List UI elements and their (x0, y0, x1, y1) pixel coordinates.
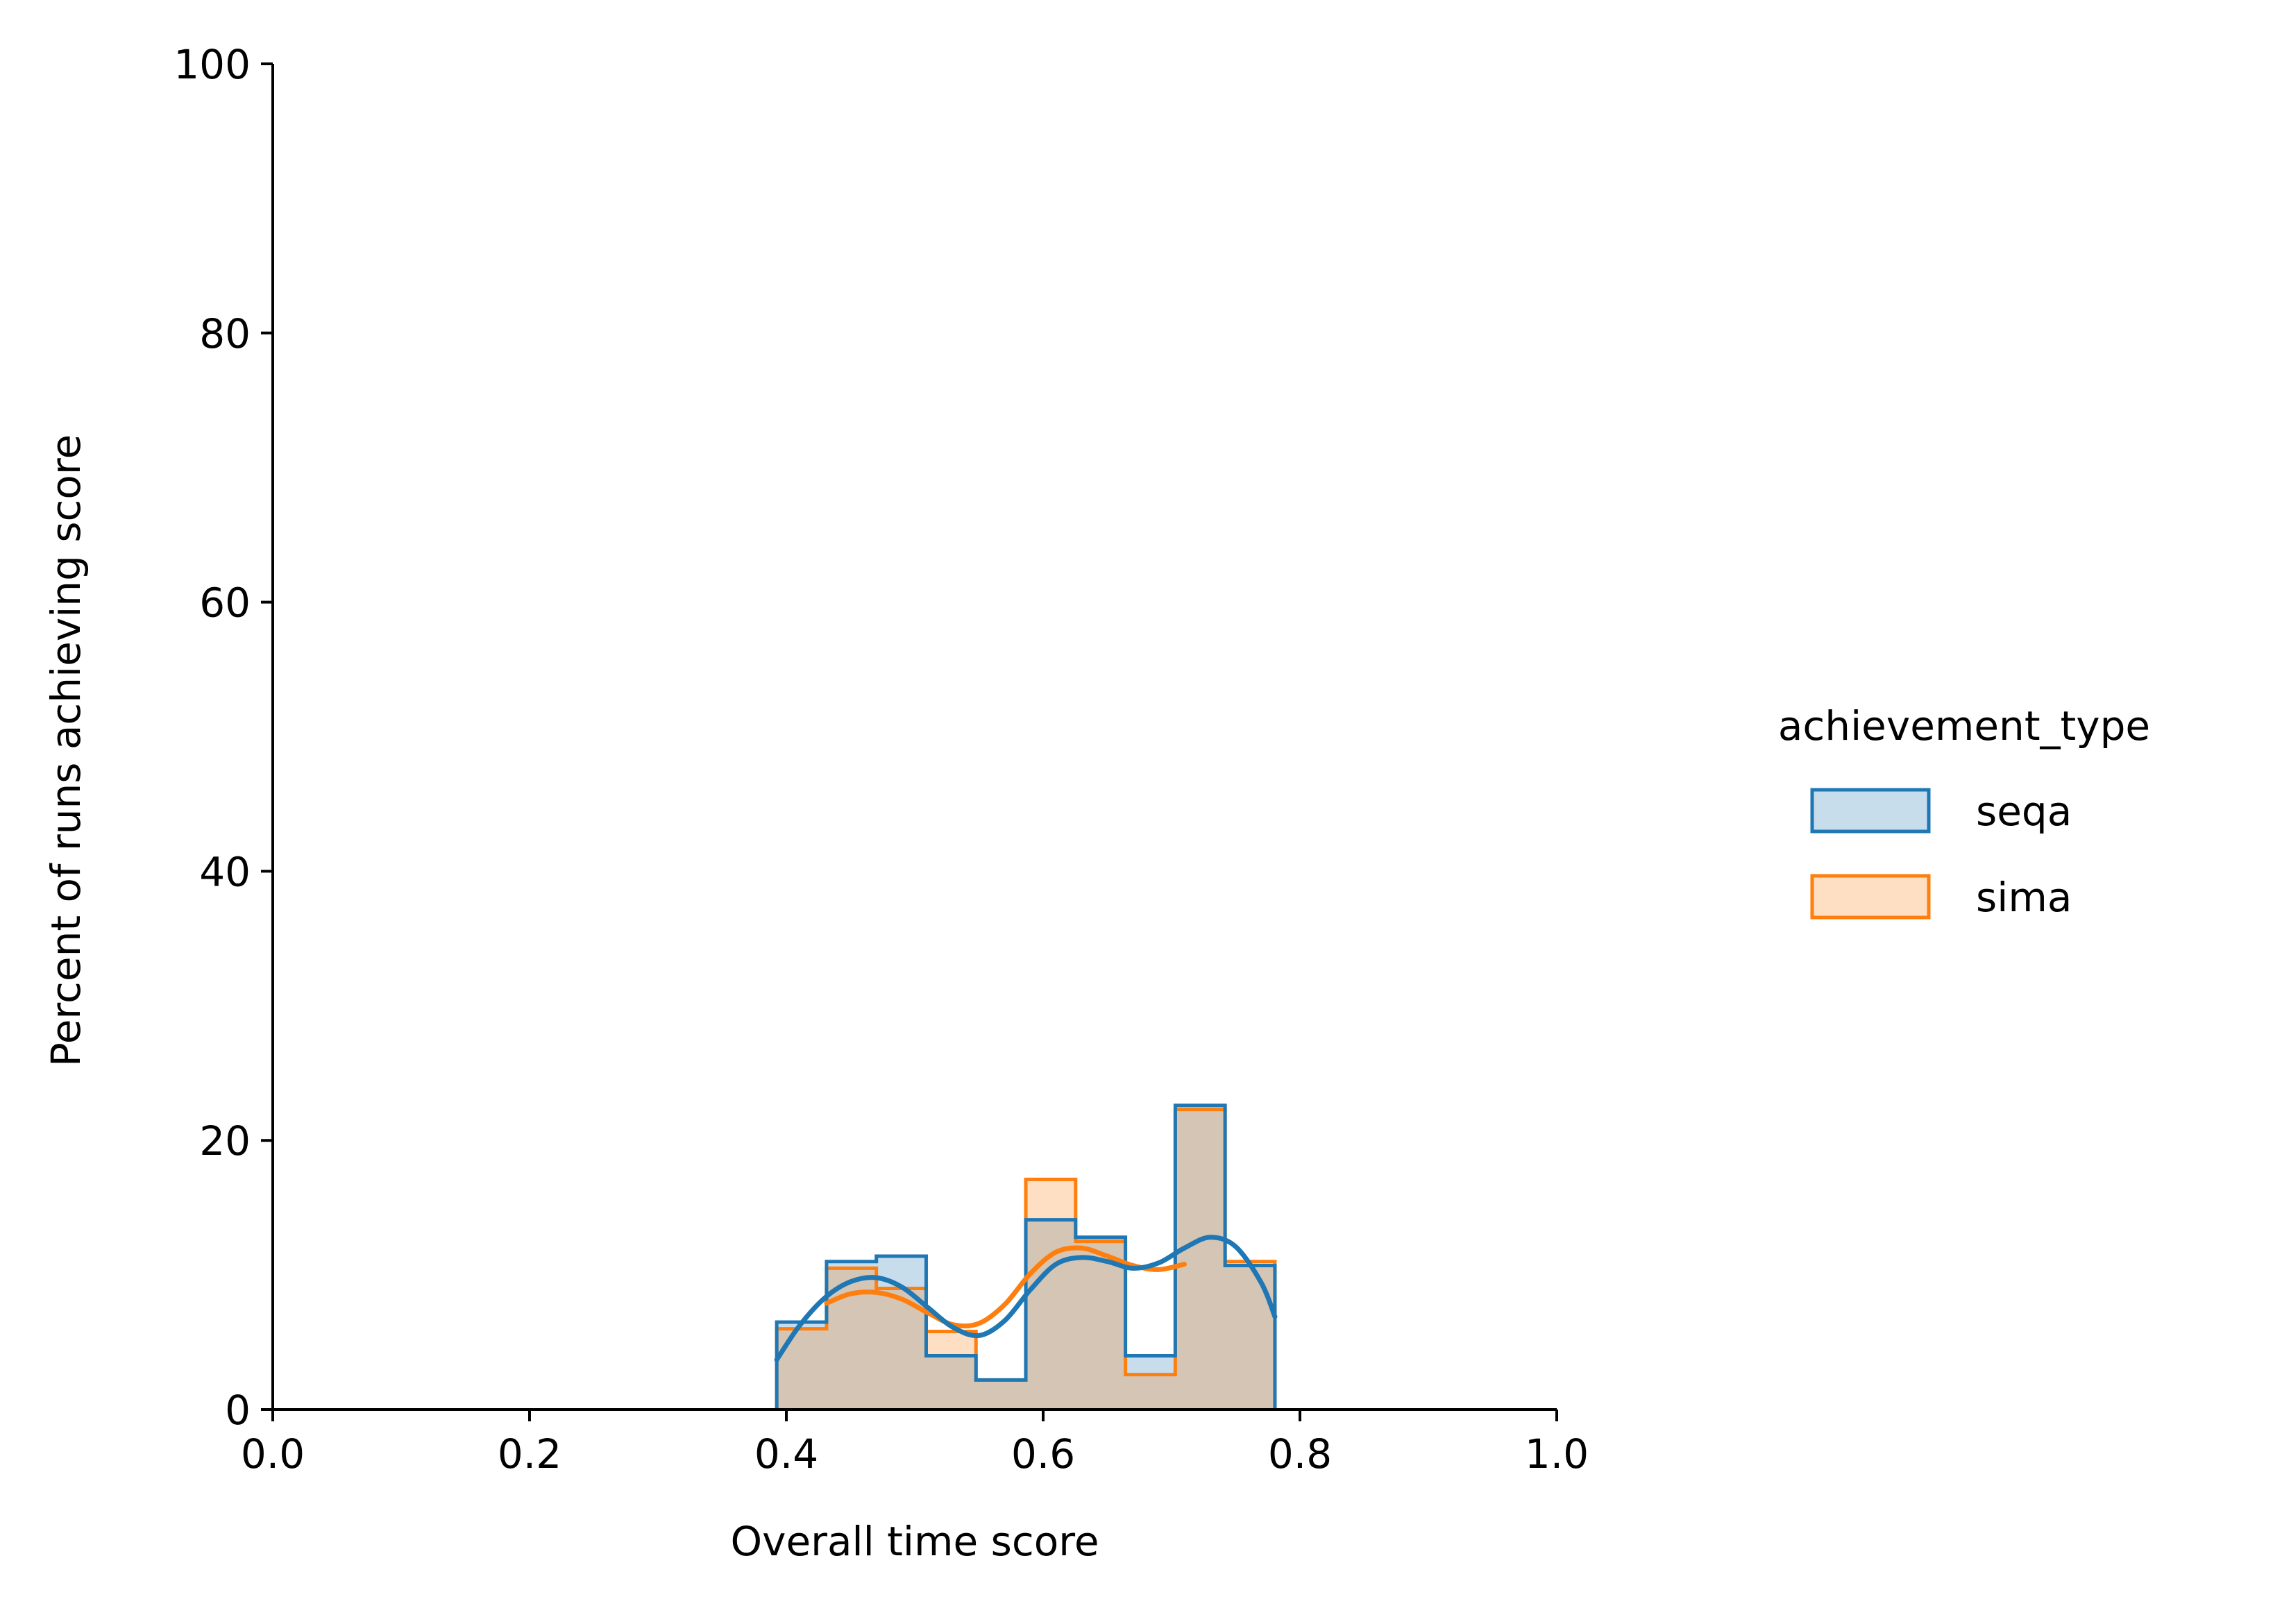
sima-legend-label: sima (1976, 874, 2072, 921)
y-axis-label: Percent of runs achieving score (42, 434, 90, 1067)
sima-bar (976, 1380, 1026, 1410)
sima-bar (1175, 1109, 1226, 1410)
x-tick-label: 1.0 (1525, 1430, 1589, 1478)
y-tick-label: 80 (199, 310, 251, 357)
seqa-bar (1175, 1105, 1226, 1410)
legend: achievement_type seqa sima (1778, 702, 2150, 921)
seqa-bar (826, 1261, 877, 1410)
seqa-bar (1125, 1355, 1176, 1410)
seqa-legend-swatch (1810, 788, 1931, 834)
sima-bar (1225, 1261, 1275, 1410)
y-tick-label: 0 (225, 1387, 251, 1434)
y-tick-label: 40 (199, 848, 251, 895)
legend-entries: seqa sima (1810, 788, 2072, 921)
y-axis-ticks: 0 20 40 60 80 100 (174, 41, 273, 1434)
seqa-bar (926, 1355, 977, 1410)
sima-bar (926, 1331, 977, 1410)
sima-bar (1075, 1241, 1126, 1410)
x-tick-label: 0.2 (498, 1430, 561, 1478)
y-tick-label: 20 (199, 1117, 251, 1165)
sima-bar (777, 1328, 827, 1410)
seqa-bar (976, 1380, 1026, 1410)
y-tick-label: 100 (174, 41, 251, 88)
sima-bar (1125, 1374, 1176, 1410)
seqa-bar (777, 1321, 827, 1410)
x-tick-label: 0.4 (754, 1430, 818, 1478)
kde-curves (774, 1235, 1278, 1362)
histogram-bars (775, 1103, 1277, 1410)
x-tick-label: 0.6 (1011, 1430, 1075, 1478)
x-tick-label: 0.0 (241, 1430, 305, 1478)
x-axis-ticks: 0.0 0.2 0.4 0.6 0.8 1.0 (241, 1410, 1589, 1478)
legend-title: achievement_type (1778, 702, 2150, 750)
sima-bar (1026, 1179, 1076, 1410)
seqa-histogram-outline (775, 1103, 1277, 1410)
seqa-bar (1026, 1219, 1076, 1410)
y-tick-label: 60 (199, 580, 251, 627)
sima-kde-curve (824, 1245, 1187, 1329)
seqa-kde-curve (774, 1235, 1278, 1362)
axes (271, 64, 1557, 1411)
seqa-legend-label: seqa (1976, 788, 2072, 835)
x-axis-label: Overall time score (730, 1518, 1099, 1565)
x-tick-label: 0.8 (1268, 1430, 1332, 1478)
sima-legend-swatch (1810, 874, 1931, 920)
